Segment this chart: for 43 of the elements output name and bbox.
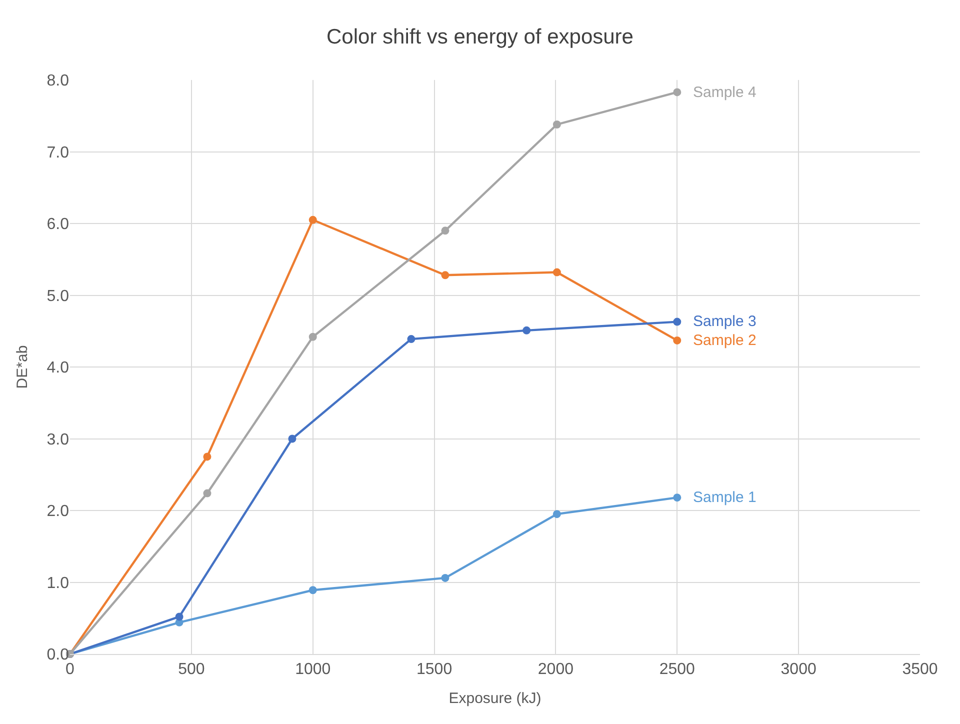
point — [441, 226, 450, 235]
point — [308, 586, 317, 594]
point — [552, 120, 561, 128]
y-axis-title: DE*ab — [14, 345, 31, 389]
point — [203, 489, 212, 498]
x-tick-label: 3000 — [780, 661, 816, 678]
series-label: Sample 4 — [693, 84, 756, 101]
x-tick-label: 3500 — [902, 661, 938, 678]
point — [673, 318, 682, 326]
point — [673, 494, 682, 502]
point — [441, 271, 450, 280]
x-axis-title: Exposure (kJ) — [448, 690, 542, 708]
point — [673, 88, 682, 96]
point — [308, 216, 317, 224]
point — [308, 332, 317, 341]
y-tick-label: 1.0 — [46, 574, 70, 592]
x-tick-label: 0 — [66, 661, 75, 678]
y-tick-label: 4.0 — [46, 360, 70, 377]
point — [552, 268, 561, 276]
x-tick-label: 2500 — [659, 661, 696, 678]
point — [203, 452, 212, 461]
chart-title: Color shift vs energy of exposure — [326, 26, 634, 49]
y-tick-label: 6.0 — [46, 216, 70, 234]
series-label: Sample 3 — [693, 313, 756, 330]
y-tick-label: 0.0 — [46, 646, 70, 664]
x-tick-label: 1500 — [416, 661, 452, 678]
series-label: Sample 1 — [693, 489, 756, 506]
x-tick-label: 2000 — [538, 661, 574, 678]
point — [407, 335, 416, 344]
point — [673, 336, 682, 344]
point — [552, 510, 561, 518]
series-label: Sample 2 — [693, 332, 756, 349]
point — [288, 434, 296, 443]
x-tick-label: 500 — [178, 661, 205, 678]
y-tick-label: 8.0 — [46, 72, 70, 90]
point — [441, 574, 450, 582]
y-tick-label: 5.0 — [46, 288, 70, 305]
y-tick-label: 3.0 — [46, 431, 70, 448]
y-tick-label: 2.0 — [46, 503, 70, 520]
y-tick-label: 7.0 — [46, 144, 70, 162]
point — [522, 326, 531, 334]
point — [175, 612, 184, 621]
x-tick-label: 1000 — [295, 661, 331, 678]
